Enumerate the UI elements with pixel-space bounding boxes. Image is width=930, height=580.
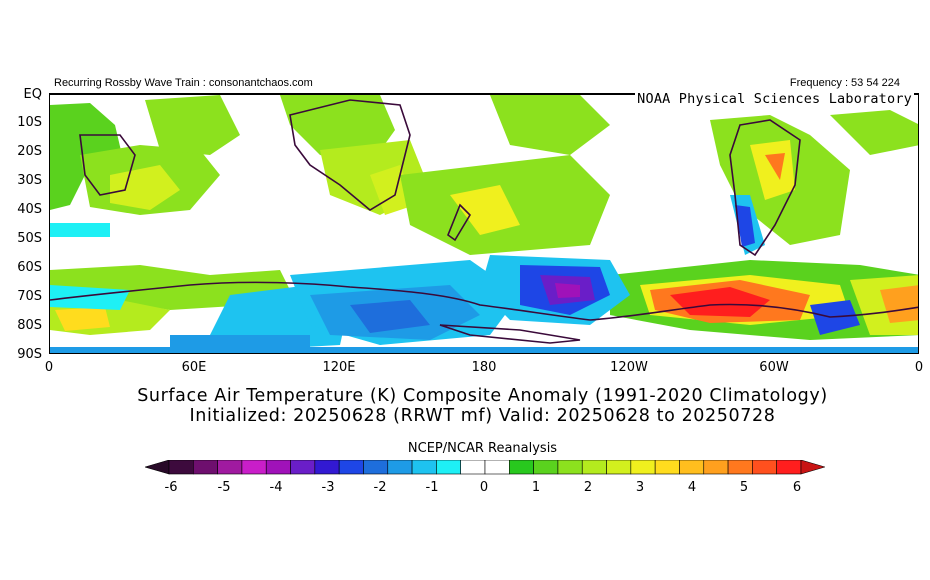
colorbar-swatch: [168, 460, 194, 475]
colorbar-swatch: [630, 460, 656, 475]
colorbar-swatch: [193, 460, 218, 475]
colorbar-swatch: [606, 460, 632, 475]
colorbar-swatch: [509, 460, 534, 475]
colorbar-swatch: [679, 460, 705, 475]
lon-label: 60W: [759, 360, 789, 375]
colorbar-swatch: [654, 460, 680, 475]
colorbar-swatch: [776, 460, 802, 475]
colorbar-tick: 5: [739, 480, 749, 495]
colorbar-tick: 6: [792, 480, 802, 495]
colorbar-tick: -3: [321, 480, 335, 495]
colorbar-tick: -5: [217, 480, 231, 495]
colorbar-swatch: [557, 460, 583, 475]
lat-label: 40S: [17, 202, 42, 217]
colorbar-swatch: [387, 460, 413, 475]
colorbar-swatch: [314, 460, 340, 475]
colorbar-swatch: [241, 460, 267, 475]
colorbar-tick: -1: [425, 480, 439, 495]
lon-label: 180: [471, 360, 497, 375]
colorbar-tick: -6: [164, 480, 178, 495]
colorbar: [145, 460, 825, 475]
cold-anomaly-regions: [50, 195, 918, 353]
lon-label: 120W: [610, 360, 648, 375]
colorbar-swatch: [727, 460, 753, 475]
lat-label: EQ: [23, 87, 42, 102]
lat-label: 70S: [17, 289, 42, 304]
lat-label: 10S: [17, 115, 42, 130]
colorbar-swatch: [436, 460, 461, 475]
colorbar-swatch: [411, 460, 437, 475]
colorbar-swatch: [217, 460, 243, 475]
coastlines: [50, 99, 918, 344]
lon-label: 60E: [181, 360, 207, 375]
colorbar-swatch: [484, 460, 510, 475]
colorbar-swatch: [265, 460, 291, 475]
colorbar-tick: 4: [687, 480, 697, 495]
colorbar-high-arrow: [800, 460, 825, 475]
lat-label: 80S: [17, 318, 42, 333]
lat-label: 90S: [17, 347, 42, 362]
colorbar-tick: -2: [373, 480, 387, 495]
lat-label: 60S: [17, 260, 42, 275]
frequency-label: Frequency : 53 54 224: [789, 77, 900, 89]
lat-label: 50S: [17, 231, 42, 246]
source-credit: Recurring Rossby Wave Train : consonantc…: [54, 77, 313, 89]
map-fields: [50, 95, 918, 353]
colorbar-tick: 3: [635, 480, 645, 495]
colorbar-swatch: [460, 460, 486, 475]
colorbar-swatch: [752, 460, 777, 475]
colorbar-tick: 0: [479, 480, 489, 495]
colorbar-low-arrow: [145, 460, 170, 475]
anomaly-map: [49, 93, 919, 354]
colorbar-swatch: [338, 460, 364, 475]
lab-label: NOAA Physical Sciences Laboratory: [635, 91, 914, 107]
colorbar-swatch: [290, 460, 316, 475]
colorbar-title: NCEP/NCAR Reanalysis: [407, 441, 558, 456]
lon-label: 0: [914, 360, 924, 375]
map-title: Surface Air Temperature (K) Composite An…: [137, 386, 828, 406]
colorbar-swatch: [363, 460, 389, 475]
colorbar-tick: -4: [269, 480, 283, 495]
lat-label: 30S: [17, 173, 42, 188]
colorbar-swatch: [581, 460, 607, 475]
lat-label: 20S: [17, 144, 42, 159]
colorbar-tick: 2: [583, 480, 593, 495]
lon-label: 120E: [322, 360, 356, 375]
lon-label: 0: [44, 360, 54, 375]
colorbar-swatch: [703, 460, 729, 475]
map-subtitle: Initialized: 20250628 (RRWT mf) Valid: 2…: [189, 406, 776, 426]
colorbar-tick: 1: [531, 480, 541, 495]
colorbar-swatch: [533, 460, 559, 475]
